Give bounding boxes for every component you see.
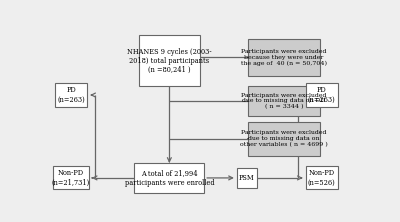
Text: NHANES 9 cycles (2003-
2018) total participants
(n =80,241 ): NHANES 9 cycles (2003- 2018) total parti… — [127, 48, 212, 74]
FancyBboxPatch shape — [53, 166, 89, 189]
FancyBboxPatch shape — [248, 39, 320, 76]
FancyBboxPatch shape — [237, 168, 257, 188]
FancyBboxPatch shape — [55, 83, 87, 107]
Text: Non-PD
(n=21,731): Non-PD (n=21,731) — [52, 169, 90, 186]
FancyBboxPatch shape — [248, 121, 320, 156]
Text: A total of 21,994
participants were enrolled: A total of 21,994 participants were enro… — [124, 169, 214, 186]
FancyBboxPatch shape — [306, 83, 338, 107]
FancyBboxPatch shape — [134, 163, 204, 193]
Text: Participants were excluded
due to missing data on DII
( n = 3344 ): Participants were excluded due to missin… — [241, 93, 327, 109]
FancyBboxPatch shape — [306, 166, 338, 189]
Text: PD
(n=263): PD (n=263) — [57, 86, 85, 104]
Text: PD
(n=263): PD (n=263) — [308, 86, 336, 104]
Text: Participants were excluded
due to missing data on
other variables ( n = 4699 ): Participants were excluded due to missin… — [240, 130, 328, 147]
FancyBboxPatch shape — [248, 87, 320, 115]
Text: Non-PD
(n=526): Non-PD (n=526) — [308, 169, 336, 186]
Text: Participants were excluded
because they were under
the age of  40 (n = 50,704): Participants were excluded because they … — [241, 49, 327, 66]
Text: PSM: PSM — [239, 174, 255, 182]
FancyBboxPatch shape — [139, 35, 200, 87]
